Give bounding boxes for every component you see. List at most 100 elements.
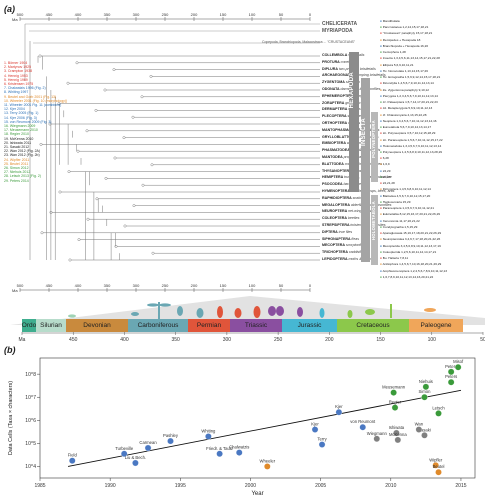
- axis-unit-label: Ma: [12, 288, 18, 293]
- panel-a-label: (a): [4, 4, 15, 14]
- silhouette-dragonfly-icon: [147, 302, 171, 320]
- x-axis-label: Year: [251, 491, 263, 497]
- period-permian: Permian: [188, 319, 230, 332]
- node-support-label: ● Lb. Paraneoptera 1,5,6,7,10,11,12,15,1…: [380, 138, 443, 143]
- data-point-label: Wiegmann: [367, 431, 388, 436]
- axis-tick-label: 50: [279, 283, 284, 288]
- silhouette-flea-icon: [347, 310, 353, 318]
- taxon-name: MANTOPHASMATODEA: [322, 127, 364, 132]
- node-support-text: Hx. Nonoculata 1,13,14,15,17,26: [382, 68, 428, 73]
- data-point-label: Carmean: [139, 440, 157, 445]
- taxon-protura: PROTURA coneheads: [322, 60, 358, 64]
- silhouette-bristletail-icon: [131, 312, 139, 316]
- silhouette-mayfly-icon: [177, 306, 183, 316]
- node-support-label: ● 22,28: [380, 175, 390, 180]
- node-marker-icon: ●: [380, 68, 383, 73]
- node-marker-icon: ●: [380, 106, 383, 111]
- data-point-label: Regier: [389, 400, 402, 405]
- node-support-label: ● Hx. Nonoculata 1,13,14,15,17,26: [380, 68, 428, 74]
- tree-node: [151, 251, 155, 255]
- node-support-label: ● Mecopterida 3,4,5,6,8,9,10,11,12,13,17…: [380, 244, 441, 249]
- node-support-text: Pterygota 1,2,3,4,5,6,7,9,10,11,12,13,14: [382, 93, 438, 98]
- taxon-psocodea: PSOCODEA bark & true lice: [322, 182, 367, 186]
- axis-tick-label: 0: [309, 283, 312, 288]
- reference-item: 17. Meusemann 2010: [4, 128, 38, 133]
- taxon-name: ODONATA: [322, 87, 341, 91]
- node-marker-icon: ●: [380, 87, 383, 92]
- taxon-name: LEPIDOPTERA: [322, 257, 349, 261]
- node-marker-icon: ●: [380, 31, 383, 36]
- node-support-label: ● Jz. Palaeoptera 1,5,7,14,17,20,21,22,2…: [380, 100, 438, 105]
- taxon-common-name: true flies: [338, 229, 353, 234]
- silhouette-silverfish-icon: [68, 314, 76, 318]
- x-tick-label: 2000: [245, 483, 256, 489]
- data-point: [216, 450, 223, 458]
- taxon-common-name: jumping bristletails: [356, 73, 386, 78]
- reference-item: 22. Wan 2012 (Fig. 2A): [4, 149, 41, 154]
- node-support-label: ● Xenonomia 11,17,20,21,22: [380, 219, 420, 224]
- node-marker-icon: ●: [380, 150, 383, 154]
- node-support-text: Aparaglossata 15,16,17,18,20,21,22,26,29: [382, 231, 442, 236]
- reference-item: 23. Wan 2012 (Fig. 2b): [4, 153, 40, 158]
- period-ordo: Ordo: [22, 319, 36, 332]
- taxon-collembola: COLLEMBOLA springtails: [322, 53, 364, 57]
- node-support-label: ● Amphiesmenoptera 1,2,4,5,6,7,8,9,10,11…: [380, 269, 447, 274]
- node-marker-icon: ●: [380, 81, 383, 86]
- node-support-text: Condylognatha 1,5,15,29: [382, 224, 418, 229]
- node-support-text: 22,29: [382, 168, 391, 173]
- node-marker-icon: ●: [380, 256, 383, 261]
- taxon-name: COLEOPTERA: [322, 216, 348, 221]
- node-support-label: ● Mandibulata: [380, 20, 400, 24]
- data-point-label: Letsch: [432, 405, 445, 410]
- taxon-name: ZORAPTERA: [322, 100, 346, 105]
- node-marker-icon: ●: [380, 50, 383, 55]
- reference-item: 26. Simon 2012: [4, 166, 29, 171]
- node-support-text: Branchiopoda + Hexapoda 16,20: [382, 43, 429, 48]
- data-point-label: Ishiwata: [389, 425, 405, 430]
- insecta-label: INSECTA: [361, 118, 367, 146]
- node-marker-icon: ●: [380, 237, 383, 242]
- taxon-name: PLECOPTERA: [322, 114, 348, 119]
- taxon-dermaptera: DERMAPTERA earwigs: [322, 107, 361, 111]
- taxon-name: MANTODEA: [322, 155, 344, 159]
- tree-node: [141, 183, 145, 187]
- node-marker-icon: ●: [380, 181, 383, 186]
- node-support-label: ● Dicondylia 1,4,5,6,7,9,10,11,12,13,14: [380, 81, 434, 86]
- taxon-hymenoptera: HYMENOPTERA sawflies, wasps, bees, ants: [322, 189, 394, 193]
- taxon-name: ZYGENTOMA: [322, 80, 346, 85]
- node-marker-icon: ●: [380, 206, 383, 211]
- node-support-text: Bu. Halteria 7,8,11: [382, 256, 409, 261]
- hexapoda-label: HEXAPODA: [349, 72, 355, 109]
- reference-item: 2. Martynov 1925: [4, 65, 32, 70]
- data-point-label: Meusemann: [382, 385, 406, 390]
- taxon-common-name: damselflies & dragonflies: [341, 87, 381, 91]
- tree-node: [48, 122, 52, 126]
- taxon-name: EMBIOPTERA: [322, 141, 347, 146]
- data-point-label: Niehuis: [419, 379, 433, 384]
- node-support-label: ● Neuropteroidea 3,4,6,7,17,18,20,21,22,…: [380, 237, 440, 242]
- node-marker-icon: ●: [380, 274, 383, 279]
- taxon-name: HYMENOPTERA: [322, 189, 351, 193]
- node-support-label: ● Pancrustacea 1,2,14,15,17,18,21: [380, 25, 428, 30]
- data-point: [393, 429, 400, 437]
- silhouette-moth-icon: [365, 309, 375, 315]
- data-point-label: Chalwatzis: [229, 445, 249, 450]
- node-marker-icon: ●: [380, 75, 383, 80]
- axis-unit-label: Ma: [12, 17, 18, 22]
- taxon-siphonaptera: SIPHONAPTERA fleas: [322, 237, 359, 241]
- period-triassic: Triassic: [230, 319, 282, 332]
- data-point: [447, 378, 455, 386]
- timescale-tick-label: 200: [325, 337, 334, 342]
- node-support-label: ● Hx. Entognatha 1,5,6,9,12,14,15,17,18,…: [380, 75, 440, 80]
- data-point: [236, 449, 243, 456]
- reference-item: 19. McKenna 2010: [4, 136, 34, 141]
- axis-tick-label: 300: [133, 12, 140, 17]
- holometabola-bar: HOLOMETABOLA: [371, 195, 378, 265]
- polyneoptera-bar: POLYNEOPTERA: [371, 112, 378, 182]
- taxon-neuroptera: NEUROPTERA net-winged insects: [322, 209, 378, 213]
- data-point-label: Terry: [317, 437, 327, 442]
- reference-item: 25. Beutel 2011: [4, 161, 29, 166]
- taxon-mantodea: MANTODEA praying mantids: [322, 155, 369, 159]
- tree-node: [122, 136, 126, 140]
- data-point: [432, 462, 439, 469]
